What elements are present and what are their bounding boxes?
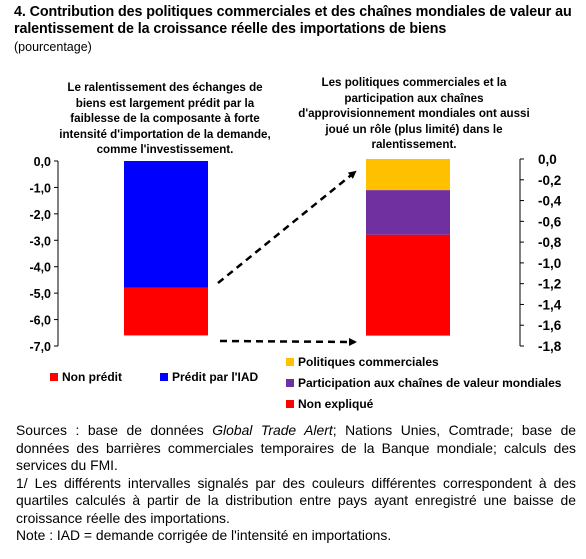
left-tick-label: -3,0: [29, 234, 51, 248]
right-bar-3: [366, 234, 450, 336]
legend-swatch-predit-iad: [160, 373, 168, 381]
right-tick-label: -0,2: [538, 173, 561, 188]
left-chart: 0,0 -1,0 -2,0 -3,0 -4,0 -5,0 -6,0 -7,0: [29, 155, 208, 354]
left-tick-label: -4,0: [29, 261, 51, 275]
legend-label-gvc: Participation aux chaînes de valeur mond…: [298, 376, 562, 390]
footnote-iad: Note : IAD = demande corrigée de l'inten…: [16, 527, 392, 543]
left-bar-2: [124, 287, 208, 336]
legend-item-predit-iad: Prédit par l'IAD: [160, 370, 258, 384]
legend-swatch-politiques: [286, 358, 294, 366]
notes: Sources : base de données Global Trade A…: [16, 422, 576, 545]
left-tick-label: 0,0: [34, 155, 51, 169]
legend-item-gvc: Participation aux chaînes de valeur mond…: [286, 376, 561, 390]
chart-subtitle: (pourcentage): [14, 40, 92, 54]
right-tick-label: 0,0: [538, 152, 557, 167]
legend-label-non-explique: Non expliqué: [298, 397, 374, 411]
left-tick-label: -2,0: [29, 208, 51, 222]
annotation-left: Le ralentissement des échanges de biens …: [56, 80, 274, 158]
legend-swatch-non-explique: [286, 400, 294, 408]
chart-area: 0,0 -1,0 -2,0 -3,0 -4,0 -5,0 -6,0 -7,0 0,0 -0,2 -…: [29, 152, 562, 354]
right-bar-2: [366, 190, 450, 235]
legend-item-politiques: Politiques commerciales: [286, 355, 439, 369]
legend-label-predit-iad: Prédit par l'IAD: [172, 370, 259, 384]
sources-prefix: Sources : base de données: [16, 422, 213, 438]
right-bar-1: [366, 159, 450, 191]
left-tick-label: -5,0: [29, 287, 51, 301]
right-tick-label: -1,6: [538, 318, 562, 333]
sources-note: Sources : base de données Global Trade A…: [16, 422, 576, 475]
right-tick-label: -1,2: [538, 277, 561, 292]
legend-label-politiques: Politiques commerciales: [298, 355, 439, 369]
right-tick-label: -1,8: [538, 339, 562, 354]
legend-swatch-gvc: [286, 379, 294, 387]
arrow-lower: [219, 337, 357, 346]
legend-label-non-predit: Non prédit: [62, 370, 122, 384]
left-bar-1: [124, 161, 208, 288]
right-tick-label: -1,0: [538, 256, 561, 271]
footnote-1: 1/ Les différents intervalles signalés p…: [16, 474, 576, 526]
right-tick-label: -0,4: [538, 194, 562, 209]
legend-item-non-predit: Non prédit: [50, 370, 122, 384]
legend-swatch-non-predit: [50, 373, 58, 381]
chart-title: 4. Contribution des politiques commercia…: [14, 4, 572, 37]
legend-item-non-explique: Non expliqué: [286, 397, 373, 411]
left-tick-label: -7,0: [29, 340, 51, 354]
right-tick-label: -0,6: [538, 214, 562, 229]
left-tick-label: -1,0: [29, 181, 51, 195]
annotation-right: Les politiques commerciales et la partic…: [297, 75, 531, 153]
right-chart: 0,0 -0,2 -0,4 -0,6 -0,8 -1,0 -1,2 -1,4 -1,6 -1,8: [366, 152, 562, 354]
left-tick-label: -6,0: [29, 314, 51, 328]
arrow-upper: [217, 170, 357, 284]
right-tick-label: -1,4: [538, 297, 562, 312]
right-tick-label: -0,8: [538, 235, 562, 250]
sources-italic: Global Trade Alert: [212, 422, 333, 438]
sources-suffix: ; Nations Unies, Comtrade; base de donné…: [16, 422, 577, 473]
